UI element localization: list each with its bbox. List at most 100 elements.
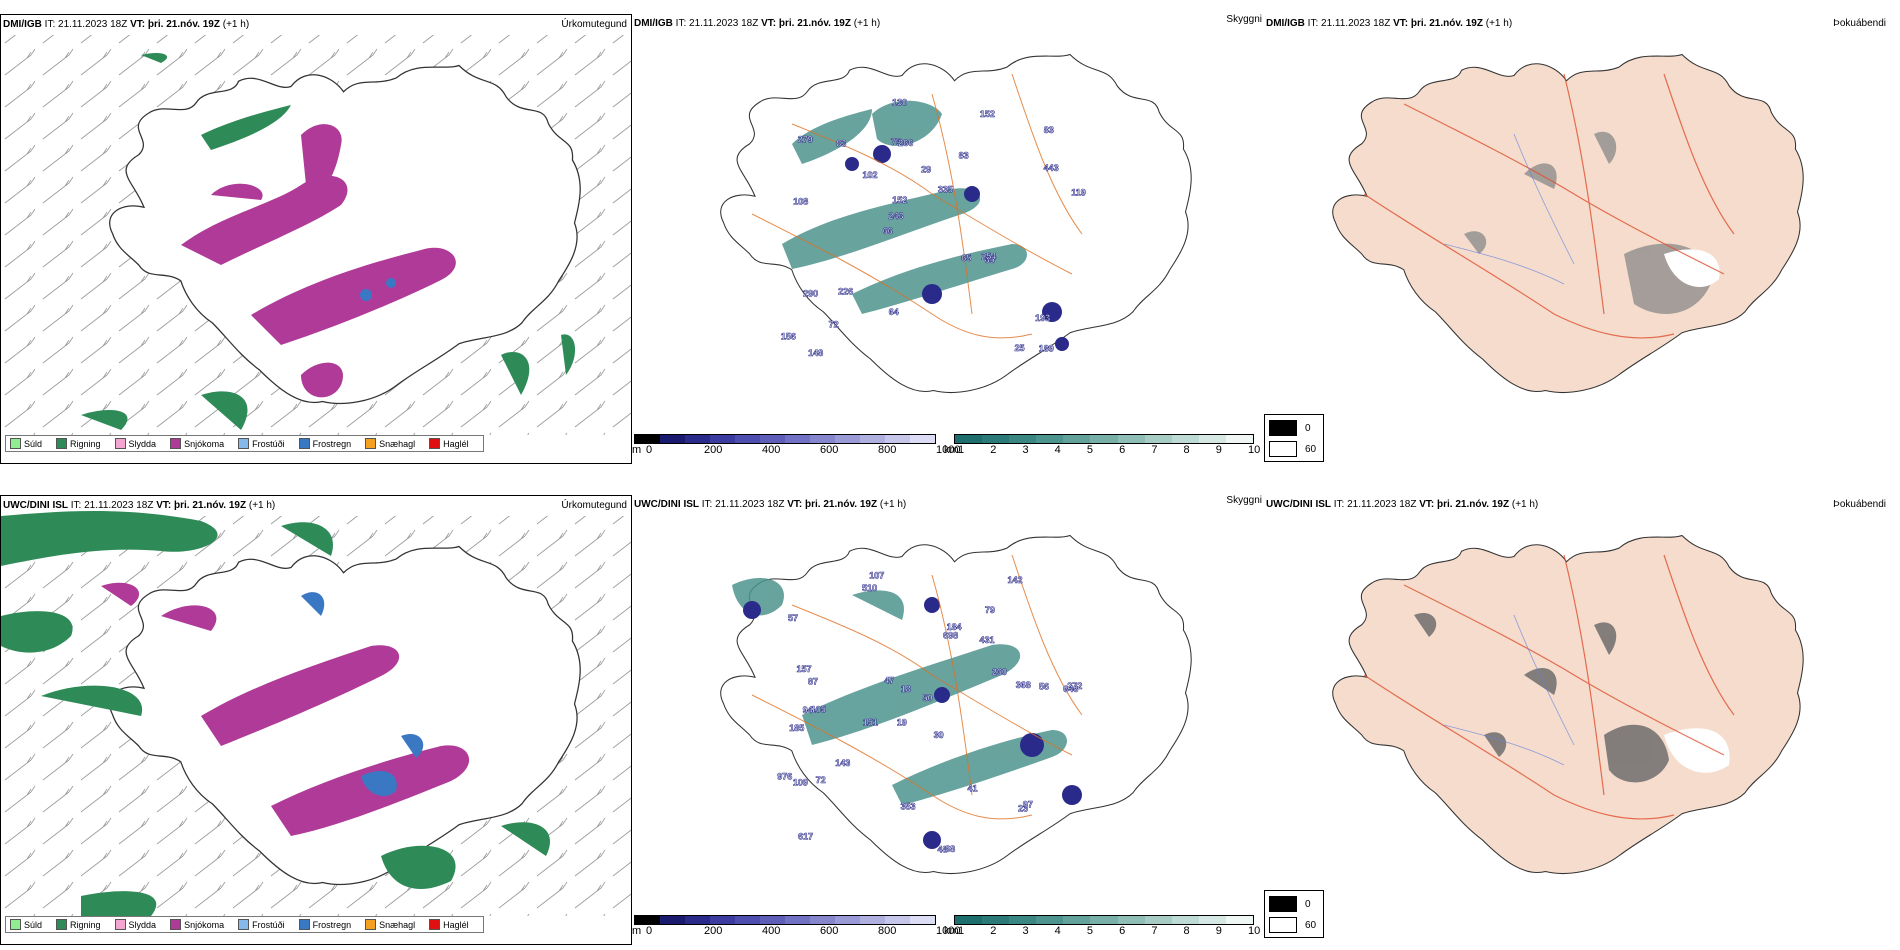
visibility-map: 189 108 83 66 83 148 75 29 290 102 156 72 266 335 65 27… bbox=[720, 53, 1192, 393]
colorbar-tick: 0 bbox=[646, 444, 653, 456]
visibility-value-label: 18 bbox=[901, 684, 911, 694]
legend-swatch bbox=[298, 919, 310, 930]
model-name: DMI/IGB bbox=[634, 18, 673, 29]
legend-label: Slydda bbox=[128, 438, 157, 449]
visibility-value-label: 29 bbox=[921, 165, 931, 175]
panel-title: Úrkomutegund bbox=[561, 19, 627, 30]
colorbar-segment bbox=[1171, 916, 1199, 924]
colorbar-segment bbox=[982, 435, 1010, 443]
colorbar-tick: 800 bbox=[878, 444, 897, 456]
visibility-value-label: 64 bbox=[889, 307, 899, 317]
visibility-value-label: 30 bbox=[934, 730, 944, 740]
visibility-value-label: 142 bbox=[1008, 575, 1023, 585]
colorbar-tick: 1 bbox=[958, 444, 965, 456]
visibility-value-label: 156 bbox=[781, 331, 796, 341]
colorbar-segment bbox=[735, 435, 760, 443]
vt-value: þri. 21.nóv. 19Z bbox=[1410, 18, 1483, 29]
colorbar-km bbox=[954, 915, 1254, 925]
colorbar-segment bbox=[710, 916, 735, 924]
model-name: UWC/DINI ISL bbox=[1266, 499, 1331, 510]
visibility-value-label: 102 bbox=[863, 170, 878, 180]
visibility-value-label: 617 bbox=[798, 832, 813, 842]
visibility-value-label: 87 bbox=[808, 676, 818, 686]
colorbar-segment bbox=[1090, 916, 1118, 924]
colorbar-segment bbox=[1090, 435, 1118, 443]
colorbar-segment bbox=[660, 435, 685, 443]
legend-swatch bbox=[114, 438, 126, 449]
colorbar-segment bbox=[885, 916, 910, 924]
legend-swatch bbox=[10, 438, 21, 449]
visibility-map: 107 79 646 19 30 105 57 431 185 698 50 617 510 151 486… bbox=[720, 534, 1192, 874]
visibility-value-label: 65 bbox=[961, 253, 971, 263]
legend-label: Snæhagl bbox=[379, 438, 416, 449]
colorbar-segment bbox=[910, 435, 935, 443]
colorbar-tick: 6 bbox=[1119, 444, 1126, 456]
legend-item: Rigning bbox=[56, 438, 101, 449]
colorbar-km bbox=[954, 434, 1254, 444]
legend-item: Slydda bbox=[114, 438, 157, 449]
visibility-value-label: 72 bbox=[816, 775, 826, 785]
colorbar-tick: 200 bbox=[704, 925, 723, 937]
colorbar-unit: m bbox=[632, 444, 642, 456]
colorbar-segment bbox=[760, 435, 785, 443]
colorbar-tick: 400 bbox=[762, 925, 781, 937]
legend-label: Frostúði bbox=[252, 919, 285, 930]
colorbar-tick: 10 bbox=[1248, 444, 1261, 456]
visibility-value-label: 152 bbox=[980, 109, 995, 119]
legend-swatch bbox=[238, 438, 250, 449]
colorbar-segment bbox=[1198, 916, 1226, 924]
panel-header: UWC/DINI ISL IT: 21.11.2023 18Z VT: þri.… bbox=[634, 499, 906, 510]
visibility-value-label: 65 bbox=[985, 255, 995, 265]
fog-legend-swatch bbox=[1269, 420, 1297, 436]
vt-label: VT: bbox=[761, 18, 777, 29]
legend-label: Rigning bbox=[70, 438, 101, 449]
visibility-value-label: 335 bbox=[938, 185, 953, 195]
fog-legend-swatch bbox=[1269, 441, 1297, 457]
it-value: 21.11.2023 18Z bbox=[84, 500, 154, 511]
fog-panel-row2: UWC/DINI ISL IT: 21.11.2023 18Z VT: þri.… bbox=[1264, 495, 1900, 945]
lead-time: (+1 h) bbox=[879, 499, 907, 510]
visibility-value-label: 105 bbox=[811, 705, 826, 715]
colorbar-segment bbox=[785, 435, 810, 443]
legend-swatch bbox=[56, 438, 68, 449]
colorbar-segment bbox=[760, 916, 785, 924]
legend-item: Súld bbox=[10, 919, 42, 930]
visibility-value-label: 94 bbox=[803, 705, 813, 715]
visibility-value-label: 185 bbox=[789, 723, 804, 733]
panel-title: Skyggni bbox=[1226, 495, 1262, 506]
visibility-value-label: 68 bbox=[945, 844, 955, 854]
legend-label: Snjókoma bbox=[184, 438, 225, 449]
colorbar-tick: 5 bbox=[1086, 925, 1093, 937]
vt-label: VT: bbox=[1419, 499, 1435, 510]
fog-legend-row: 60 bbox=[1269, 441, 1316, 457]
fog-legend: 0 60 bbox=[1264, 890, 1324, 938]
legend-item: Snjókoma bbox=[170, 438, 224, 449]
colorbar-segment bbox=[785, 916, 810, 924]
legend-label: Frostúði bbox=[252, 438, 285, 449]
colorbar-segment bbox=[982, 916, 1010, 924]
visibility-value-label: 57 bbox=[788, 613, 798, 623]
legend-label: Frostregn bbox=[312, 438, 352, 449]
fog-legend-swatch bbox=[1269, 896, 1297, 912]
colorbar-unit: km bbox=[944, 444, 959, 456]
colorbar-tick: 4 bbox=[1054, 444, 1061, 456]
lead-time: (+1 h) bbox=[248, 500, 276, 511]
colorbar-segment bbox=[1225, 435, 1254, 443]
visibility-value-label: 510 bbox=[862, 583, 877, 593]
legend-item: Snæhagl bbox=[365, 919, 415, 930]
panel-title: Þokuábendi bbox=[1833, 18, 1886, 29]
colorbar-segment bbox=[955, 435, 983, 443]
fog-legend-label: 0 bbox=[1305, 422, 1311, 434]
precip-legend: Súld Rigning Slydda Snjókoma Frostúði Fr… bbox=[5, 916, 484, 933]
colorbar-tick: 5 bbox=[1086, 444, 1093, 456]
fog-legend-row: 0 bbox=[1269, 420, 1311, 436]
visibility-value-label: 50 bbox=[923, 693, 933, 703]
visibility-value-label: 151 bbox=[863, 717, 878, 727]
colorbar-tick: 9 bbox=[1215, 444, 1222, 456]
colorbar-segment bbox=[1009, 435, 1037, 443]
visibility-panel-row2: UWC/DINI ISL IT: 21.11.2023 18Z VT: þri.… bbox=[632, 495, 1264, 945]
colorbar-tick: 9 bbox=[1215, 925, 1222, 937]
legend-item: Frostúði bbox=[238, 919, 285, 930]
colorbar-tick: 400 bbox=[762, 444, 781, 456]
visibility-value-label: 189 bbox=[1039, 344, 1054, 354]
